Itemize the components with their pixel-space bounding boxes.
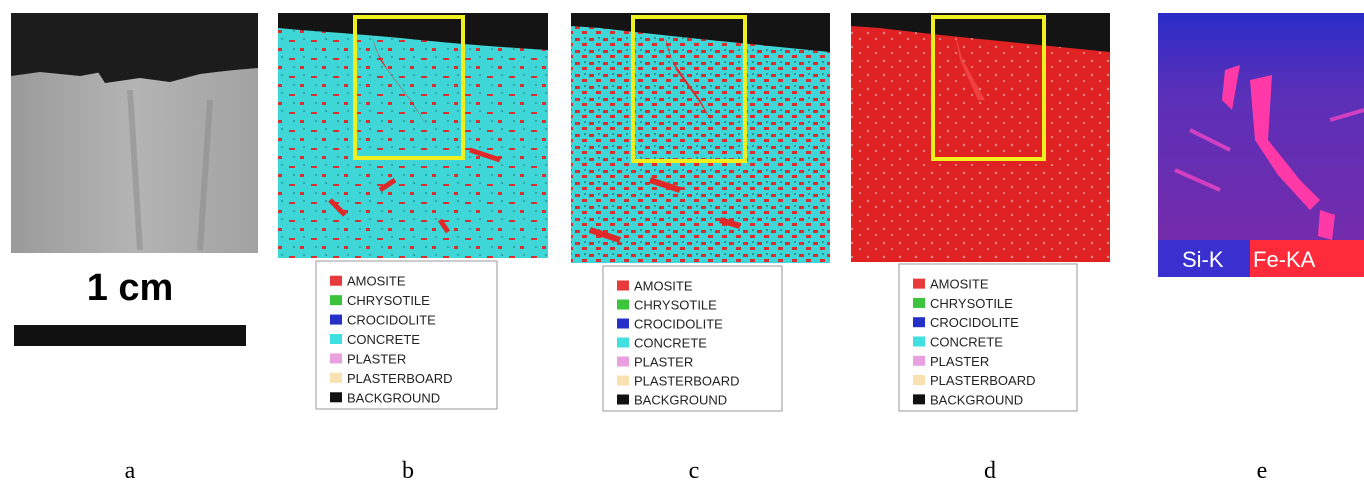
- legend-swatch: [330, 315, 342, 325]
- legend-swatch: [913, 317, 925, 327]
- overlay-label: Fe-KA: [1253, 247, 1316, 272]
- legend-label: CHRYSOTILE: [930, 296, 1013, 311]
- legend-label: CHRYSOTILE: [634, 298, 717, 313]
- figure: 1 cm Si-K Fe-KA a b AMOSITE CHRYSOTILE CROCI…: [0, 0, 1364, 482]
- legend-swatch: [913, 356, 925, 366]
- panel-label: e: [1257, 458, 1268, 482]
- legend-label: PLASTER: [634, 355, 693, 370]
- overlay-label: Si-K: [1182, 247, 1224, 272]
- legend-swatch: [330, 392, 342, 402]
- legend-swatch: [330, 295, 342, 305]
- scale-bar-label: 1 cm: [87, 267, 174, 309]
- legend-swatch: [617, 319, 629, 329]
- legend-swatch: [617, 357, 629, 367]
- legend-label: BACKGROUND: [347, 390, 440, 405]
- legend-label: PLASTERBOARD: [347, 371, 452, 386]
- panel-label: a: [125, 458, 136, 482]
- legend-label: CROCIDOLITE: [634, 317, 723, 332]
- legend-label: CHRYSOTILE: [347, 293, 430, 308]
- legend-swatch: [617, 281, 629, 291]
- panel-a-image: [11, 13, 258, 253]
- legend-label: BACKGROUND: [634, 393, 727, 408]
- panel-label: b: [402, 458, 414, 482]
- panel-e-image: [1158, 13, 1364, 277]
- legend-label: AMOSITE: [347, 274, 406, 289]
- panel-d-image: [851, 13, 1110, 262]
- panel-label: c: [689, 458, 700, 482]
- legend-label: PLASTER: [347, 351, 406, 366]
- legend-swatch: [913, 337, 925, 347]
- legend-swatch: [913, 298, 925, 308]
- panel-label: d: [984, 458, 996, 482]
- legend-label: CONCRETE: [347, 332, 420, 347]
- legend-label: PLASTERBOARD: [634, 374, 739, 389]
- legend-label: PLASTER: [930, 354, 989, 369]
- legend-label: CONCRETE: [930, 335, 1003, 350]
- legend-swatch: [913, 279, 925, 289]
- legend-swatch: [330, 334, 342, 344]
- legend-label: CROCIDOLITE: [930, 315, 1019, 330]
- legend-label: BACKGROUND: [930, 392, 1023, 407]
- legend-label: AMOSITE: [930, 277, 989, 292]
- legend-swatch: [617, 338, 629, 348]
- legend-swatch: [617, 376, 629, 386]
- legend-label: PLASTERBOARD: [930, 373, 1035, 388]
- legend-swatch: [913, 375, 925, 385]
- panel-b-image: [278, 13, 548, 258]
- legend-swatch: [330, 276, 342, 286]
- legend-label: AMOSITE: [634, 279, 693, 294]
- legend-label: CROCIDOLITE: [347, 313, 436, 328]
- scale-bar: [14, 325, 246, 346]
- legend-swatch: [330, 373, 342, 383]
- legend-swatch: [913, 394, 925, 404]
- legend-swatch: [617, 395, 629, 405]
- legend-swatch: [330, 353, 342, 363]
- legend-label: CONCRETE: [634, 336, 707, 351]
- panel-c-image: [571, 13, 830, 263]
- legend-swatch: [617, 300, 629, 310]
